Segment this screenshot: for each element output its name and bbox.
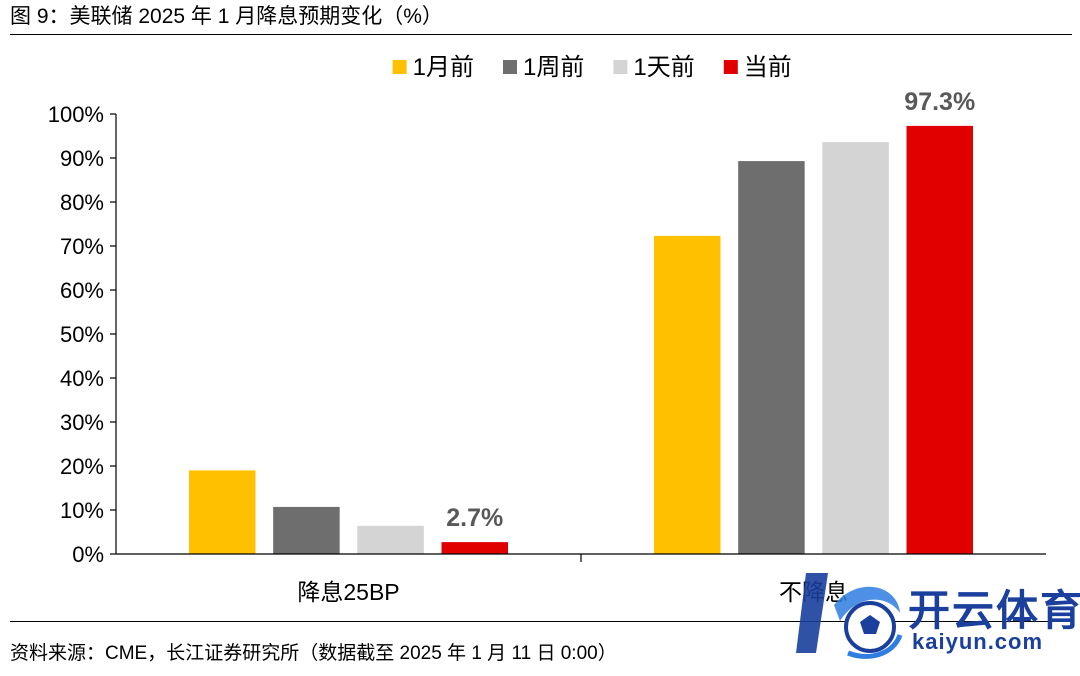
source-rule	[10, 621, 1072, 622]
chart-bars	[189, 125, 973, 554]
watermark-text-cn: 开云体育	[908, 587, 1080, 634]
watermark-text-en: kaiyun.com	[912, 629, 1044, 654]
bar-1e591a8e5898d-e9998de681af25bp	[273, 506, 340, 554]
legend-label: 当前	[744, 54, 792, 81]
bar-1e69c88e5898d-e9998de681af25bp	[189, 470, 256, 554]
figure-title: 图 9：美联储 2025 年 1 月降息预期变化（%）	[10, 5, 443, 28]
x-tick-label: 降息25BP	[297, 579, 399, 605]
y-axis: 0% 10% 20% 30% 40% 50% 60% 70% 80% 90% 100%	[48, 102, 117, 567]
y-tick-label: 0%	[72, 542, 104, 567]
y-tick-label: 90%	[60, 146, 104, 171]
legend-label: 1天前	[633, 54, 694, 81]
legend-label: 1周前	[523, 54, 584, 81]
y-tick-label: 20%	[60, 454, 104, 479]
bar-chart: 1月前 1周前 1天前 当前 0% 10% 20% 30% 40% 50% 60% 70% 80% 90…	[48, 54, 1046, 605]
y-tick-label: 40%	[60, 366, 104, 391]
source-note: 资料来源：CME，长江证券研究所（数据截至 2025 年 1 月 11 日 0:…	[10, 643, 617, 664]
data-label: 2.7%	[446, 504, 503, 532]
bar-1e591a8e5898d-e4b88de9998de681af	[738, 161, 805, 554]
legend-swatch	[503, 60, 517, 74]
legend-swatch	[723, 60, 738, 74]
soccer-ball-icon	[796, 573, 903, 659]
legend-label: 1月前	[413, 54, 474, 81]
y-tick-label: 50%	[60, 322, 104, 347]
data-label: 97.3%	[904, 88, 975, 116]
bar-1e5a4a9e5898d-e9998de681af25bp	[357, 525, 424, 554]
title-rule	[10, 34, 1072, 35]
bar-e5bd93e5898d-e9998de681af25bp	[441, 542, 508, 554]
watermark: 开云体育 kaiyun.com	[788, 565, 1080, 665]
legend-swatch	[613, 60, 628, 74]
chart-legend: 1月前 1周前 1天前 当前	[392, 54, 792, 81]
bar-e5bd93e5898d-e4b88de9998de681af	[906, 125, 973, 554]
y-tick-label: 70%	[60, 234, 104, 259]
y-tick-label: 60%	[60, 278, 104, 303]
y-tick-label: 30%	[60, 410, 104, 435]
bar-1e5a4a9e5898d-e4b88de9998de681af	[822, 142, 889, 554]
bar-1e69c88e5898d-e4b88de9998de681af	[654, 235, 721, 554]
y-tick-label: 80%	[60, 190, 104, 215]
chart-annotations: 2.7% 97.3%	[446, 88, 975, 532]
y-tick-label: 10%	[60, 498, 104, 523]
y-tick-label: 100%	[48, 102, 104, 127]
legend-swatch	[392, 60, 407, 74]
